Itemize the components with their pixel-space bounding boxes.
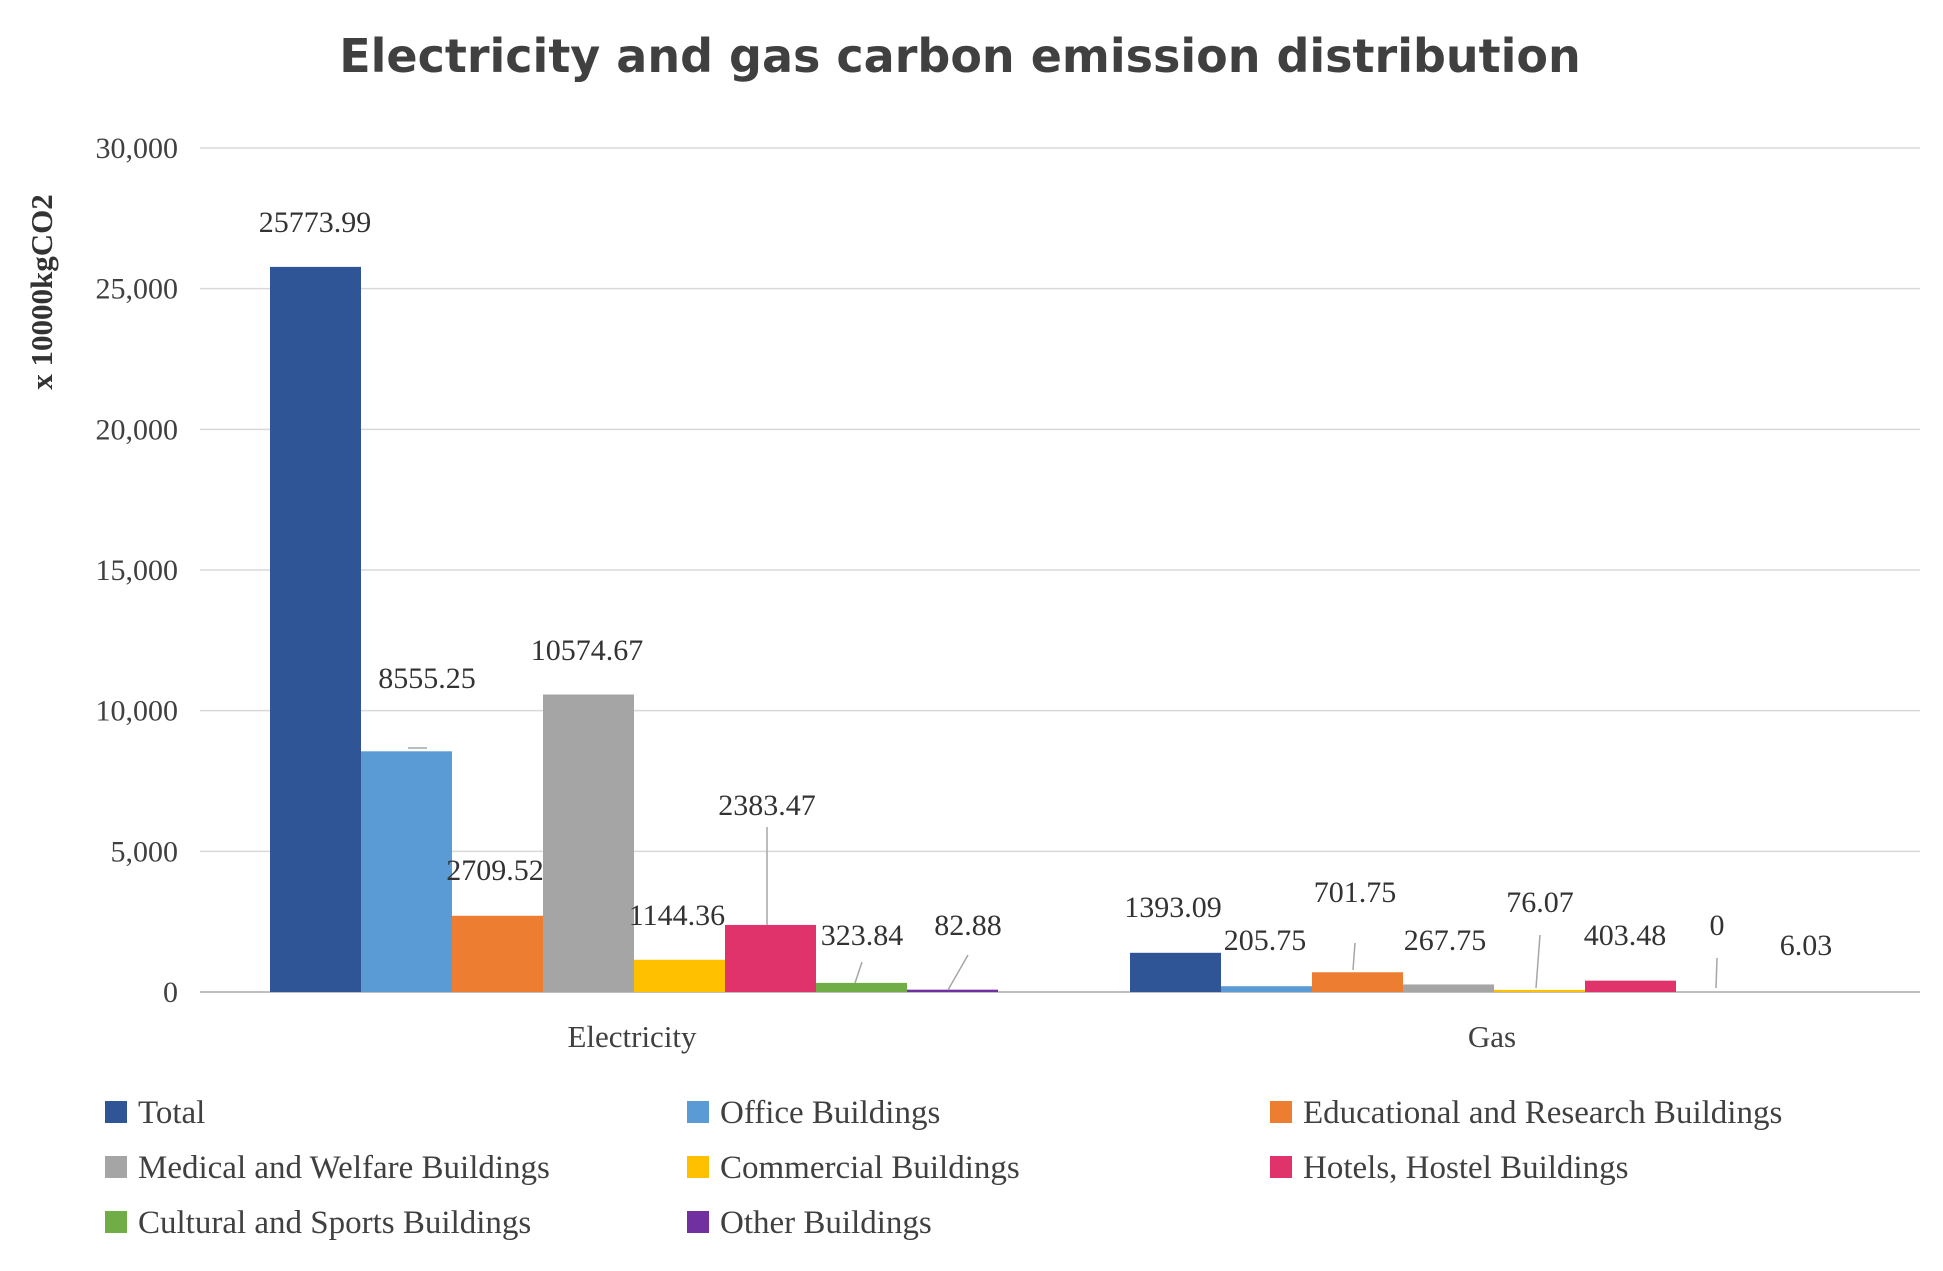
bar-gas-4 [1494,989,1585,992]
bar-electricity-7 [907,989,998,992]
legend-swatch [1270,1101,1292,1123]
data-label: 1393.09 [1124,891,1222,924]
y-tick-label: 0 [163,976,178,1009]
leader-line [854,961,863,984]
data-label: 323.84 [821,919,904,952]
data-label: 205.75 [1224,924,1307,957]
y-tick-label: 25,000 [96,273,179,306]
data-label: 8555.25 [378,662,476,695]
bar-electricity-0 [270,266,361,993]
data-label: 25773.99 [259,206,372,239]
legend-label: Office Buildings [720,1095,940,1131]
data-label: 2709.52 [446,854,544,887]
legend-label: Commercial Buildings [720,1150,1020,1186]
legend-label: Other Buildings [720,1205,932,1241]
data-label: 403.48 [1584,919,1667,952]
x-axis-categories: Electricity Gas [567,1019,1516,1054]
y-tick-label: 20,000 [96,413,179,446]
leader-line [947,954,969,991]
data-label: 10574.67 [531,634,644,667]
bar-electricity-2 [452,915,543,992]
bar-gas-0 [1130,952,1221,992]
bar-gas-3 [1403,984,1494,992]
data-label: 76.07 [1506,886,1574,919]
legend-label: Educational and Research Buildings [1303,1095,1782,1131]
leader-line [1352,942,1356,971]
data-label: 0 [1710,909,1725,942]
legend-swatch [687,1101,709,1123]
data-label: 701.75 [1314,876,1397,909]
legend-swatch [687,1211,709,1233]
bar-electricity-4 [634,959,725,992]
legend-swatch [105,1101,127,1123]
legend-label: Total [138,1095,205,1131]
x-category-label: Gas [1468,1019,1516,1054]
bar-electricity-3 [543,694,634,992]
legend-label: Hotels, Hostel Buildings [1303,1150,1628,1186]
bar-electricity-5 [725,924,816,992]
data-label: 267.75 [1404,924,1487,957]
leader-line [1715,957,1718,989]
legend-swatch [687,1156,709,1178]
y-axis-label: x 10000kgCO2 [24,194,59,390]
bar-gas-1 [1221,986,1312,992]
data-label: 2383.47 [718,789,816,822]
bar-electricity-6 [816,982,907,992]
label-leader-lines [408,747,1718,991]
legend-label: Cultural and Sports Buildings [138,1205,531,1241]
y-tick-label: 30,000 [96,132,179,165]
legend: Total Office Buildings Educational and Res… [105,1095,1782,1241]
bar-electricity-1 [361,751,452,992]
data-label: 82.88 [934,909,1002,942]
legend-swatch [1270,1156,1292,1178]
bar-gas-5 [1585,980,1676,992]
y-tick-label: 5,000 [111,835,179,868]
bar-gas-2 [1312,972,1403,992]
chart-title: Electricity and gas carbon emission dist… [339,29,1581,83]
legend-label: Medical and Welfare Buildings [138,1150,550,1186]
y-axis-ticks: 0 5,000 10,000 15,000 20,000 25,000 30,000 [96,132,179,1009]
data-label: 1144.36 [629,899,725,932]
y-tick-label: 10,000 [96,695,179,728]
legend-swatch [105,1211,127,1233]
data-labels: 25773.99 1393.09 8555.25 205.75 2709.52 701.7… [259,206,1833,962]
data-label: 6.03 [1780,929,1833,962]
y-tick-label: 15,000 [96,554,179,587]
x-category-label: Electricity [567,1019,697,1054]
leader-line [1535,934,1541,989]
bars [270,266,1676,993]
legend-swatch [105,1156,127,1178]
